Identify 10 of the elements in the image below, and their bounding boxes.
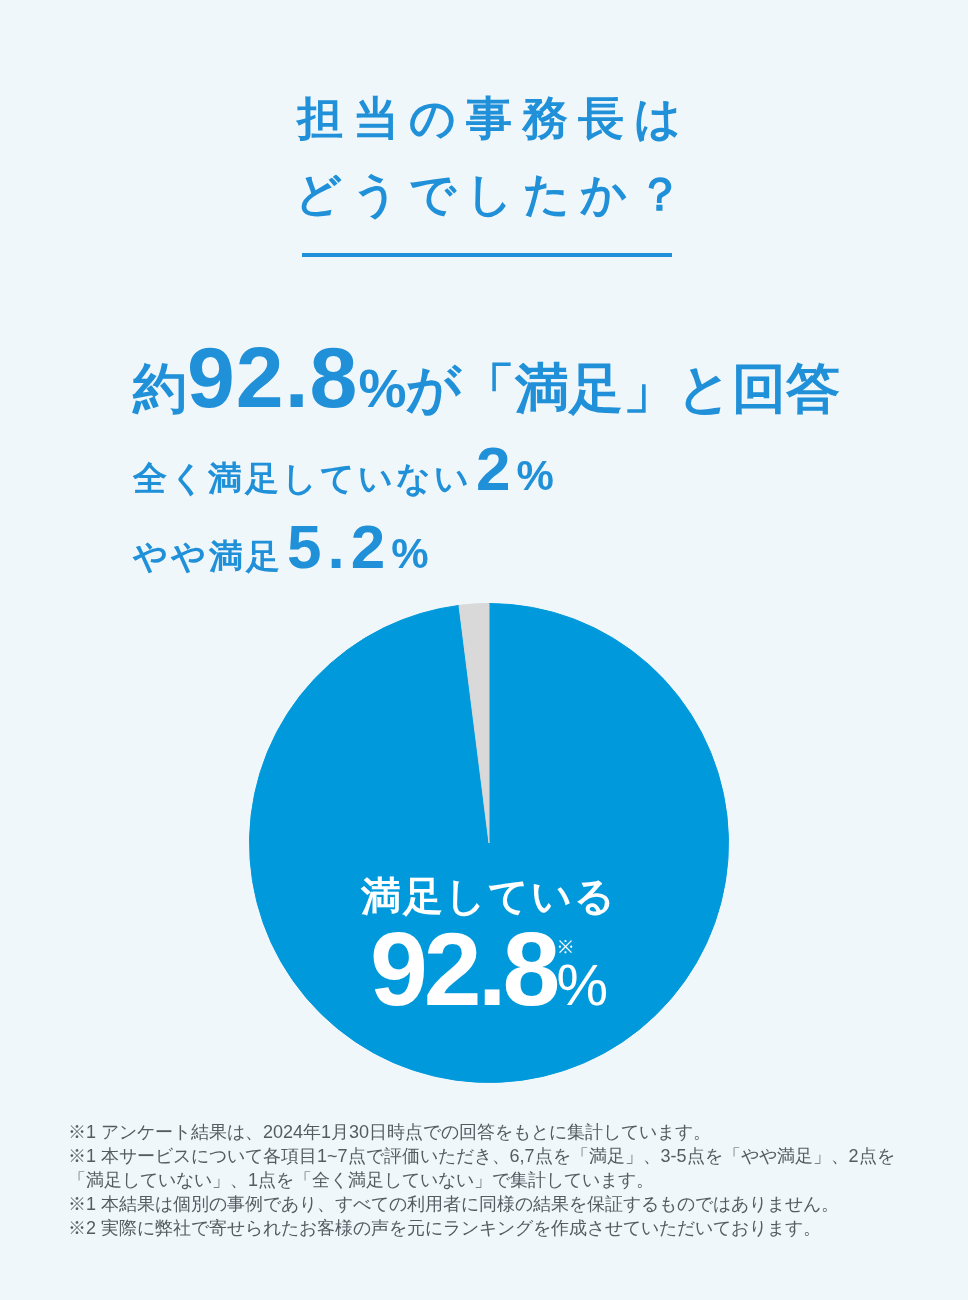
chart-subtitle: 約92.8%が「満足」と回答 <box>133 329 841 425</box>
text: ※2 実際に弊社で寄せられたお客様の声を元にランキングを作成させていただいております。 <box>68 1217 822 1240</box>
slice-label: 全く満足していない <box>133 459 472 497</box>
text: ※1 アンケート結果は、2024年1月30日時点での回答をもとに集計しています。 <box>68 1121 713 1144</box>
text: ※1 本サービスについて各項目1~7点で評価いただき、6,7点を「満足」、3-5点を「やや満足」、2点を「満足していない」、1点を「全く満足していない」で集計しています。 <box>68 1145 896 1192</box>
slice-label: やや満足 <box>133 537 283 575</box>
text: ※1 本結果は個別の事例であり、すべての利用者に同様の結果を保証するものではありません。 <box>68 1193 840 1216</box>
chart-title: 担当の事務長はどうでしたか？ <box>294 91 694 222</box>
data-label: 2% <box>476 434 554 503</box>
data-label: 5.2% <box>287 512 429 581</box>
